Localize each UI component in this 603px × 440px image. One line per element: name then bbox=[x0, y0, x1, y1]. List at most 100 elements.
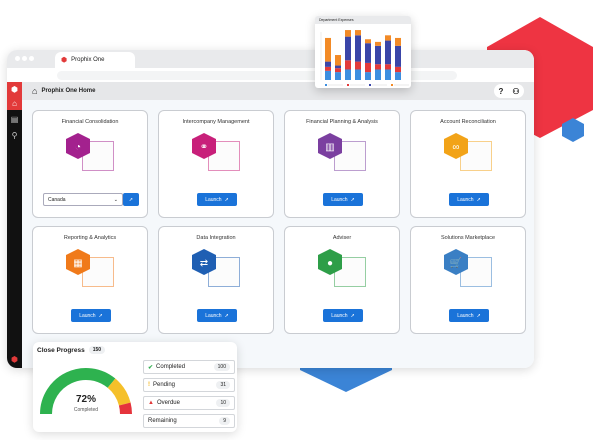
legend-swatch bbox=[369, 84, 371, 86]
reconciliation-icon: ∞ bbox=[444, 133, 494, 175]
svg-text:∞: ∞ bbox=[452, 142, 459, 153]
launch-button[interactable]: Launch ➚ bbox=[323, 309, 363, 322]
card-title: Financial Consolidation bbox=[61, 119, 119, 125]
stat-remaining[interactable]: Remaining 9 bbox=[143, 414, 235, 428]
entity-select[interactable]: Canada ⌄ bbox=[43, 193, 123, 206]
bar-segment bbox=[395, 45, 401, 67]
bar-segment bbox=[345, 60, 351, 70]
stat-overdue[interactable]: ▲ Overdue 10 bbox=[143, 396, 235, 410]
launch-label: Launch bbox=[331, 312, 348, 319]
logo-icon[interactable]: ⬢ bbox=[7, 82, 22, 96]
window-dot[interactable] bbox=[29, 56, 34, 61]
sidebar: ⬢ ⌂ ▤ ⚲ ⬢ bbox=[7, 82, 22, 368]
stat-count: 100 bbox=[213, 363, 230, 371]
bar-segment bbox=[365, 39, 371, 44]
stat-count: 31 bbox=[216, 381, 230, 389]
bar-segment bbox=[355, 35, 361, 62]
question-icon[interactable]: ? bbox=[498, 86, 504, 96]
launch-button[interactable]: Launch ➚ bbox=[71, 309, 111, 322]
prophix-footer-icon: ⬢ bbox=[11, 354, 18, 364]
bar-segment bbox=[365, 72, 371, 80]
tab-title: Prophix One bbox=[71, 57, 105, 63]
app-card: Solutions Marketplace 🛒 Launch ➚ bbox=[410, 226, 526, 334]
window-dot[interactable] bbox=[15, 56, 20, 61]
stat-count: 10 bbox=[216, 399, 230, 407]
select-value: Canada bbox=[48, 196, 66, 203]
workflow-icon[interactable]: ⚲ bbox=[11, 130, 18, 140]
launch-button[interactable]: ➚ bbox=[123, 193, 139, 206]
card-title: Financial Planning & Analysis bbox=[306, 119, 378, 125]
address-bar bbox=[7, 68, 534, 82]
bar-segment bbox=[375, 69, 381, 80]
percent-value: 72% bbox=[75, 394, 96, 405]
stat-completed[interactable]: ✔ Completed 100 bbox=[143, 360, 235, 374]
window-dot[interactable] bbox=[22, 56, 27, 61]
bar-segment bbox=[345, 30, 351, 37]
bar-segment bbox=[395, 66, 401, 73]
gauge-completed-arc bbox=[40, 368, 116, 415]
close-progress-card: Close Progress 150 72% Completed ✔ Comple… bbox=[33, 342, 237, 432]
gauge-pending-arc bbox=[107, 378, 131, 406]
bar-segment bbox=[385, 40, 391, 65]
total-badge: 150 bbox=[88, 346, 106, 354]
page-title: Prophix One Home bbox=[41, 88, 96, 94]
bar-segment bbox=[335, 68, 341, 73]
percent-label: Completed bbox=[73, 407, 99, 413]
rocket-icon: ➚ bbox=[224, 312, 229, 319]
launch-button[interactable]: Launch ➚ bbox=[323, 193, 363, 206]
bar-segment bbox=[325, 70, 331, 80]
tab-bar: ⬢ Prophix One bbox=[7, 50, 534, 68]
app-card: Reporting & Analytics ▦ Launch ➚ bbox=[32, 226, 148, 334]
stat-label: Completed bbox=[156, 364, 186, 370]
planning-icon: ▥ bbox=[318, 133, 368, 175]
svg-text:⇄: ⇄ bbox=[200, 258, 208, 269]
bar-segment bbox=[365, 43, 371, 63]
app-card: Adviser ● Launch ➚ bbox=[284, 226, 400, 334]
home-icon[interactable]: ⌂ bbox=[7, 96, 22, 110]
department-expenses-chart: Department Expenses bbox=[315, 16, 411, 88]
page-header: ⌂ Prophix One Home ? ⚇ bbox=[22, 82, 534, 100]
user-icon[interactable]: ⚇ bbox=[512, 86, 520, 96]
launch-button[interactable]: Launch ➚ bbox=[449, 193, 489, 206]
bar-segment bbox=[395, 37, 401, 46]
rocket-icon: ➚ bbox=[350, 312, 355, 319]
bar-segment bbox=[335, 72, 341, 80]
reports-icon[interactable]: ▤ bbox=[10, 114, 19, 124]
rocket-icon: ➚ bbox=[128, 196, 134, 203]
stat-label: Overdue bbox=[156, 400, 180, 406]
data-integration-icon: ⇄ bbox=[192, 249, 242, 291]
check-circle-icon: ✔ bbox=[148, 364, 154, 371]
stat-label: Pending bbox=[153, 382, 176, 388]
address-input[interactable] bbox=[57, 71, 457, 80]
stat-pending[interactable]: ! Pending 31 bbox=[143, 378, 235, 392]
app-card: Financial Planning & Analysis ▥ Launch ➚ bbox=[284, 110, 400, 218]
svg-text:▥: ▥ bbox=[325, 142, 334, 153]
bar-segment bbox=[325, 37, 331, 62]
browser-tab[interactable]: ⬢ Prophix One bbox=[55, 52, 135, 68]
home-icon[interactable]: ⌂ bbox=[32, 86, 38, 96]
rocket-icon: ➚ bbox=[476, 196, 481, 203]
launch-label: Launch bbox=[205, 196, 222, 203]
app-card: Financial Consolidation ◔ Canada ⌄ ➚ bbox=[32, 110, 148, 218]
launch-label: Launch bbox=[457, 196, 474, 203]
card-title: Account Reconciliation bbox=[440, 119, 496, 125]
svg-text:●: ● bbox=[327, 258, 333, 269]
bar-segment bbox=[385, 64, 391, 70]
alert-triangle-icon: ▲ bbox=[148, 400, 154, 406]
bar-segment bbox=[355, 69, 361, 80]
launch-button[interactable]: Launch ➚ bbox=[449, 309, 489, 322]
header-actions: ? ⚇ bbox=[494, 84, 524, 98]
bar-segment bbox=[385, 69, 391, 80]
bar-segment bbox=[375, 45, 381, 65]
launch-button[interactable]: Launch ➚ bbox=[197, 309, 237, 322]
rocket-icon: ➚ bbox=[350, 196, 355, 203]
app-card: Data Integration ⇄ Launch ➚ bbox=[158, 226, 274, 334]
launch-button[interactable]: Launch ➚ bbox=[197, 193, 237, 206]
bar-segment bbox=[365, 62, 371, 73]
bar-segment bbox=[325, 61, 331, 67]
launch-label: Launch bbox=[79, 312, 96, 319]
reporting-icon: ▦ bbox=[66, 249, 116, 291]
rocket-icon: ➚ bbox=[224, 196, 229, 203]
rocket-icon: ➚ bbox=[98, 312, 103, 319]
legend-swatch bbox=[391, 84, 393, 86]
